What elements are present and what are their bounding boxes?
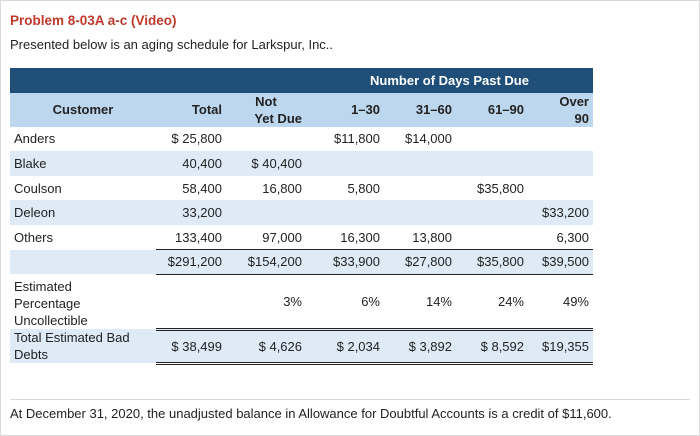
col-customer: Customer [10,92,156,127]
customer-name: Blake [10,151,156,176]
column-header-row: Customer Total Not Yet Due 1–30 31–60 61–… [10,92,593,127]
aging-schedule-table: Number of Days Past Due Customer Total N… [10,68,593,365]
ted-total: $ 38,499 [156,328,226,365]
d31-60-cell [384,151,456,176]
pct-1-30: 6% [306,274,384,331]
col-over-90-line2: 90 [574,110,589,126]
totals-over-90: $39,500 [528,249,593,275]
table-row: Blake 40,400 $ 40,400 [10,151,593,176]
table-row: Anders $ 25,800 $11,800 $14,000 [10,126,593,152]
intro-text: Presented below is an aging schedule for… [10,37,334,52]
d61-90-cell [456,151,528,176]
pct-31-60: 14% [384,274,456,331]
table-row: Deleon 33,200 $33,200 [10,200,593,225]
ted-31-60: $ 3,892 [384,328,456,365]
d61-90-cell: $35,800 [456,175,528,201]
not-yet-due-cell: $ 40,400 [226,151,306,176]
table-row: Others 133,400 97,000 16,300 13,800 6,30… [10,224,593,250]
not-yet-due-cell [226,200,306,225]
d61-90-cell [456,126,528,152]
col-31-60: 31–60 [384,92,456,127]
totals-31-60: $27,800 [384,249,456,275]
allowance-note: At December 31, 2020, the unadjusted bal… [10,406,612,421]
totals-row: $291,200 $154,200 $33,900 $27,800 $35,80… [10,249,593,275]
d1-30-cell: 16,300 [306,224,384,250]
col-not-yet-due-line2: Yet Due [254,110,302,126]
col-1-30: 1–30 [306,92,384,127]
over-90-cell [528,175,593,201]
totals-61-90: $35,800 [456,249,528,275]
table-row: Coulson 58,400 16,800 5,800 $35,800 [10,175,593,201]
not-yet-due-cell: 16,800 [226,175,306,201]
percentage-label-line3: Uncollectible [14,313,88,329]
d1-30-cell [306,151,384,176]
customer-name: Others [10,224,156,250]
d1-30-cell [306,200,384,225]
percentage-label-line2: Percentage [14,296,81,312]
percentage-label: Estimated Percentage Uncollectible [10,274,156,330]
pct-not-yet-due: 3% [226,274,306,331]
over-90-cell [528,126,593,152]
col-not-yet-due: Not Yet Due [226,92,306,127]
ted-not-yet-due: $ 4,626 [226,328,306,365]
d31-60-cell [384,200,456,225]
total-cell: 33,200 [156,200,226,225]
col-total: Total [156,92,226,127]
ted-61-90: $ 8,592 [456,328,528,365]
totals-total: $291,200 [156,249,226,275]
ted-1-30: $ 2,034 [306,328,384,365]
percentage-row: Estimated Percentage Uncollectible 3% 6% 1… [10,274,593,331]
days-past-due-header: Number of Days Past Due [306,68,593,93]
col-61-90: 61–90 [456,92,528,127]
col-over-90: Over 90 [528,92,593,127]
band-header-row: Number of Days Past Due [10,68,593,93]
col-over-90-line1: Over [559,93,589,109]
ted-label-line2: Debts [14,347,48,363]
over-90-cell: 6,300 [528,224,593,250]
note-divider [10,399,690,433]
total-cell: $ 25,800 [156,126,226,152]
total-cell: 133,400 [156,224,226,250]
customer-name: Deleon [10,200,156,225]
col-not-yet-due-line1: Not [255,93,277,109]
total-cell: 58,400 [156,175,226,201]
d31-60-cell: $14,000 [384,126,456,152]
d31-60-cell [384,175,456,201]
ted-over-90: $19,355 [528,328,593,365]
d61-90-cell [456,200,528,225]
estimated-bad-debts-row: Total Estimated Bad Debts $ 38,499 $ 4,62… [10,328,593,365]
customer-name: Anders [10,126,156,152]
totals-not-yet-due: $154,200 [226,249,306,275]
d61-90-cell [456,224,528,250]
pct-61-90: 24% [456,274,528,331]
over-90-cell: $33,200 [528,200,593,225]
d1-30-cell: $11,800 [306,126,384,152]
customer-name: Coulson [10,175,156,201]
pct-over-90: 49% [528,274,593,331]
d31-60-cell: 13,800 [384,224,456,250]
d1-30-cell: 5,800 [306,175,384,201]
not-yet-due-cell [226,126,306,152]
not-yet-due-cell: 97,000 [226,224,306,250]
percentage-label-line1: Estimated [14,279,72,295]
estimated-bad-debts-label: Total Estimated Bad Debts [10,329,156,364]
problem-title: Problem 8-03A a-c (Video) [10,13,177,28]
total-cell: 40,400 [156,151,226,176]
over-90-cell [528,151,593,176]
ted-label-line1: Total Estimated Bad [14,330,130,346]
totals-1-30: $33,900 [306,249,384,275]
